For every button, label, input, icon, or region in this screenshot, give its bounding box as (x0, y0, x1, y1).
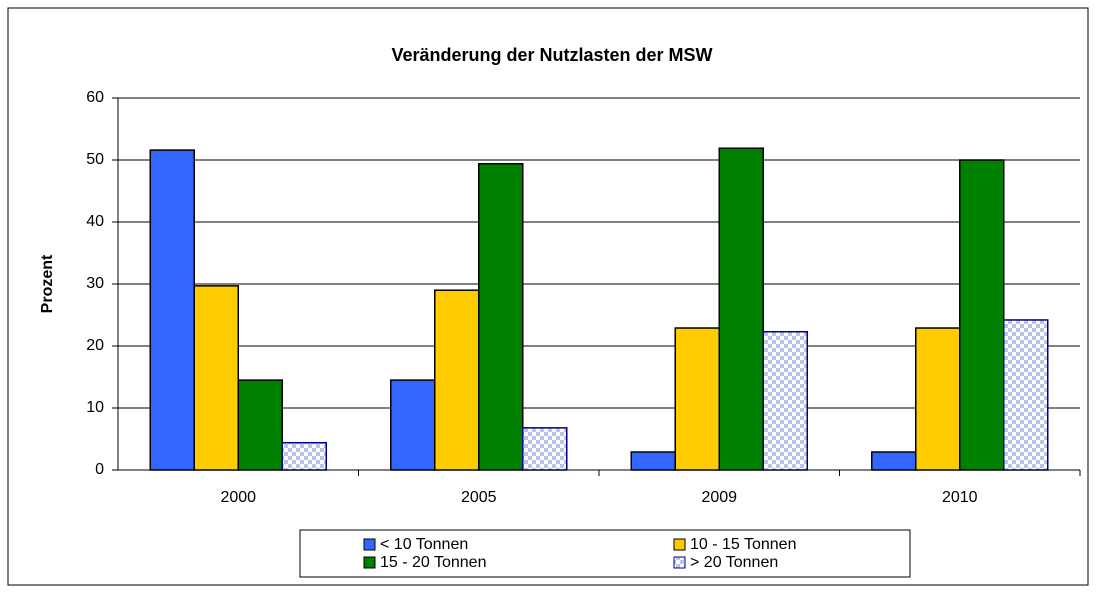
y-tick-label: 60 (86, 89, 104, 106)
y-tick-label: 20 (86, 337, 104, 354)
bar (478, 162, 524, 471)
x-tick-label: 2009 (701, 489, 737, 506)
bar (762, 330, 808, 471)
bar (149, 149, 195, 471)
y-tick-label: 30 (86, 275, 104, 292)
legend-swatch (363, 538, 376, 551)
bar (237, 379, 283, 471)
x-tick-label: 2010 (942, 489, 978, 506)
bar (390, 379, 436, 471)
x-tick-label: 2000 (220, 489, 256, 506)
bar (959, 159, 1005, 471)
bar (522, 427, 568, 471)
y-tick-label: 50 (86, 151, 104, 168)
bar (434, 289, 480, 471)
chart-title: Veränderung der Nutzlasten der MSW (391, 45, 712, 65)
bar (915, 327, 961, 471)
bar (1003, 319, 1049, 471)
legend-label: < 10 Tonnen (380, 536, 468, 553)
y-tick-label: 0 (95, 461, 104, 478)
bar (718, 147, 764, 471)
legend-box (299, 529, 911, 578)
bar (871, 451, 917, 471)
legend-label: > 20 Tonnen (690, 554, 778, 571)
y-tick-label: 10 (86, 399, 104, 416)
bar (630, 451, 676, 471)
bar (281, 441, 327, 471)
legend-label: 15 - 20 Tonnen (380, 554, 486, 571)
legend-swatch (673, 556, 686, 569)
legend-swatch (363, 556, 376, 569)
legend-label: 10 - 15 Tonnen (690, 536, 796, 553)
legend-swatch (673, 538, 686, 551)
x-tick-label: 2005 (461, 489, 497, 506)
bar (193, 285, 239, 471)
y-tick-label: 40 (86, 213, 104, 230)
y-axis-label: Prozent (39, 254, 56, 313)
bar (674, 327, 720, 471)
